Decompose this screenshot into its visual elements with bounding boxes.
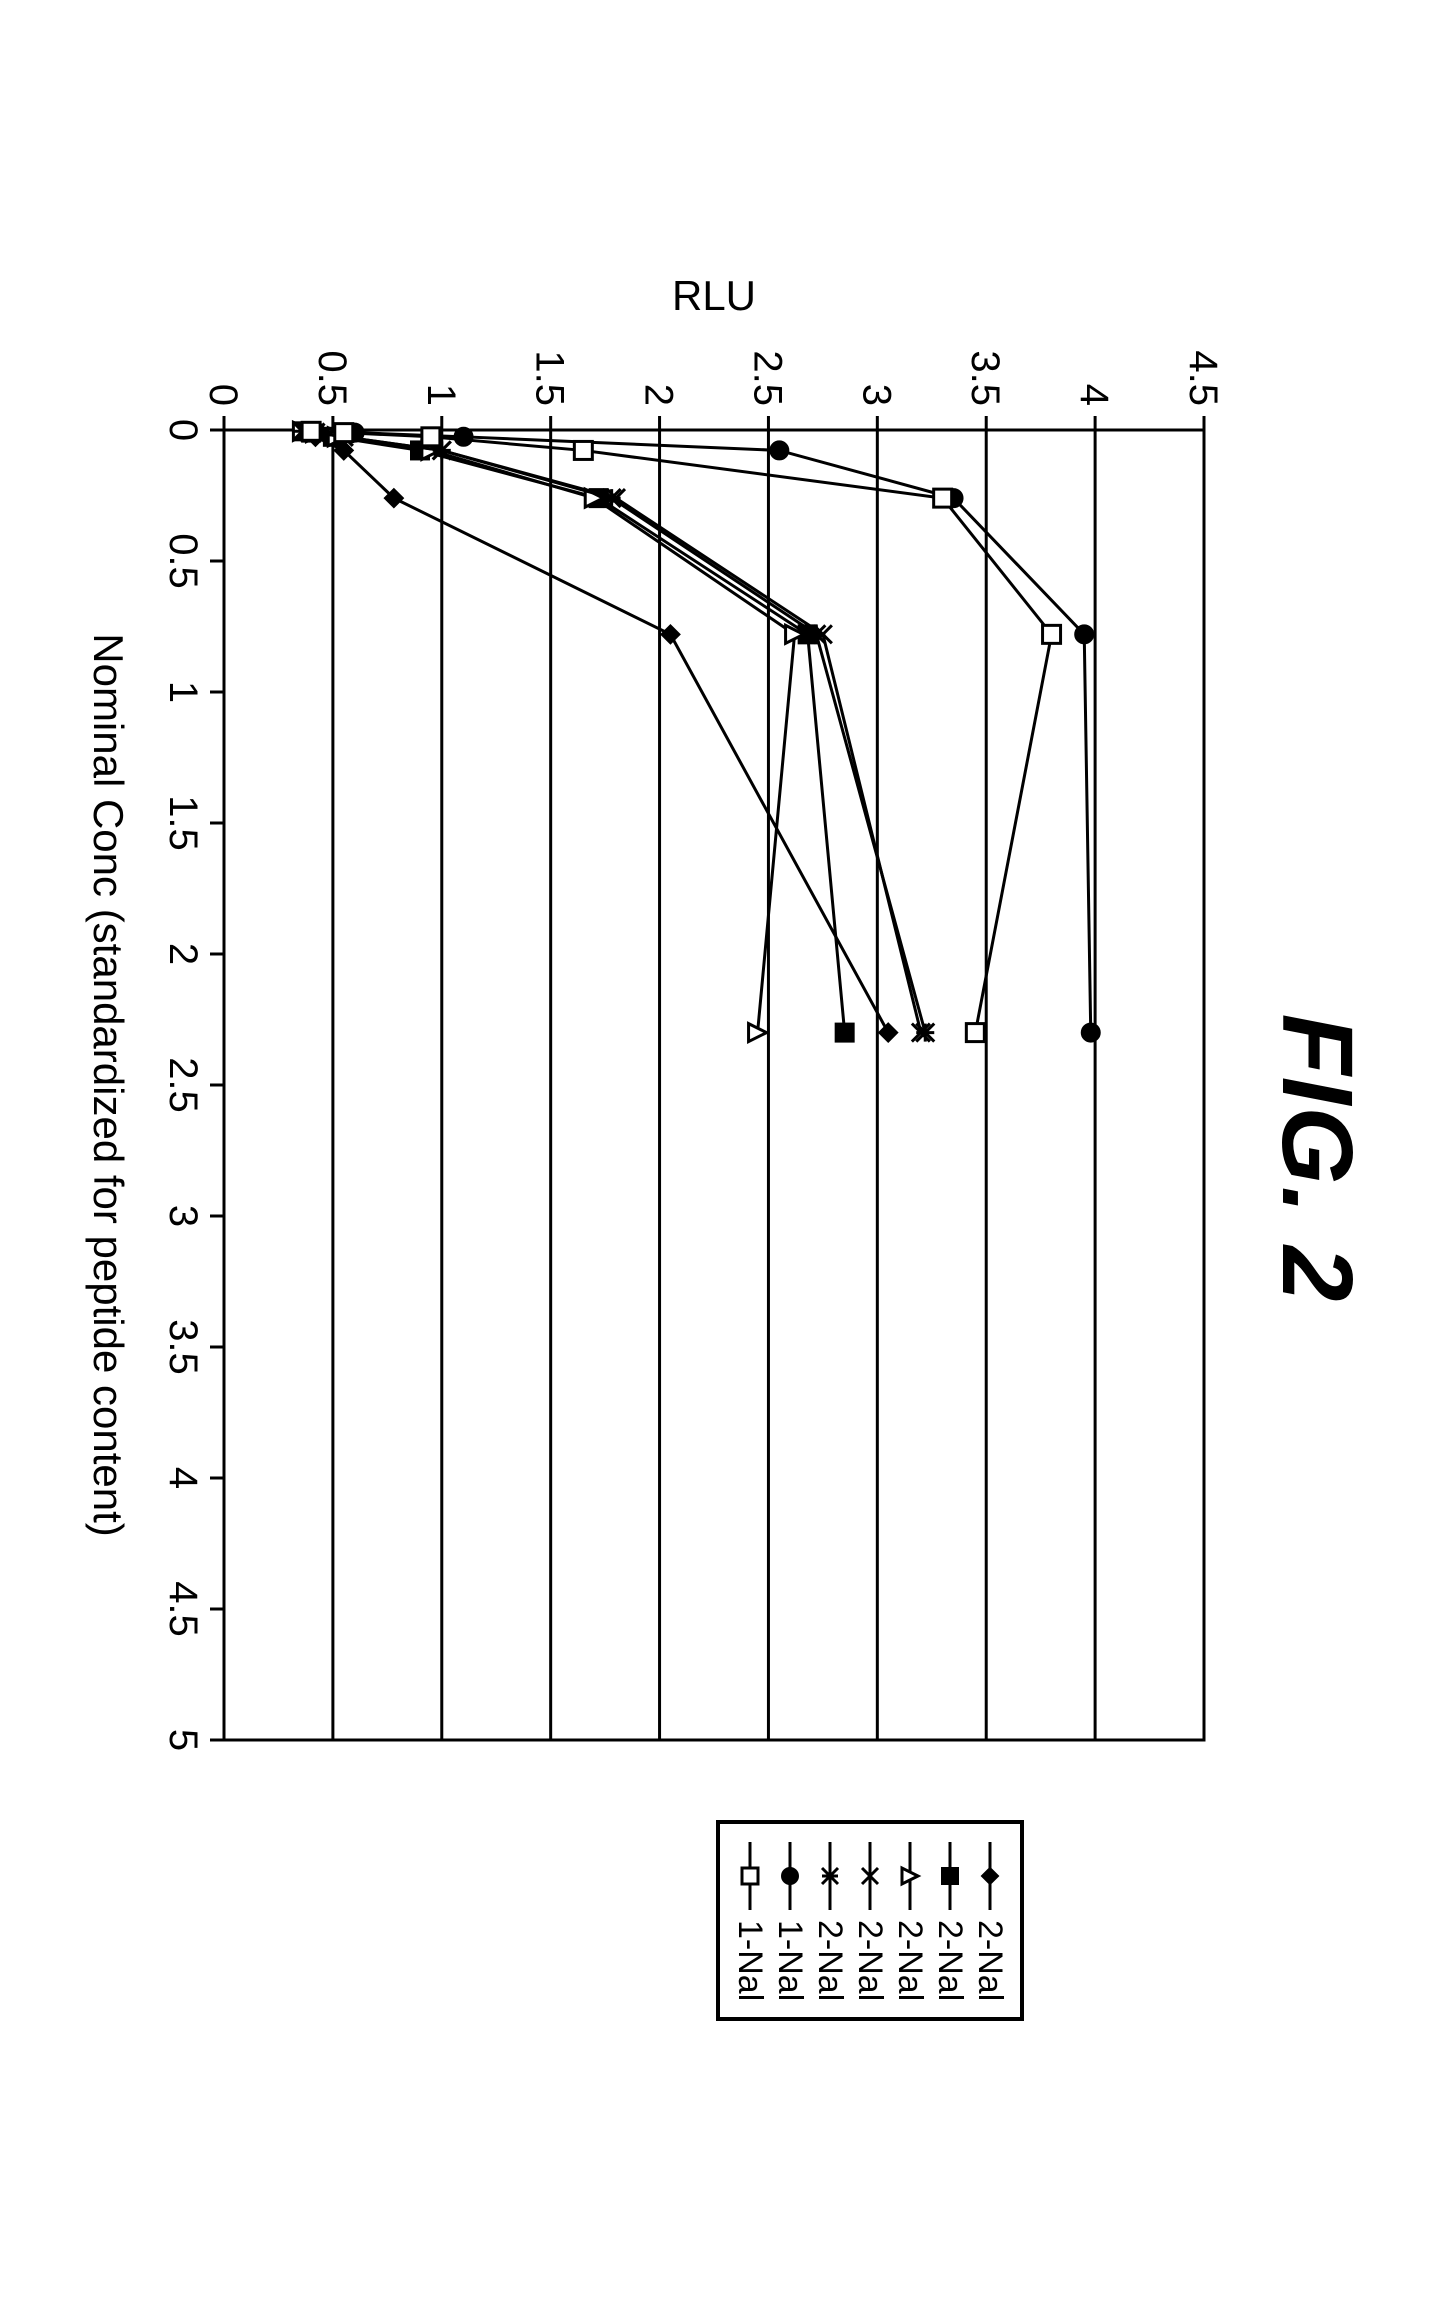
legend-item: 1-Nal [730, 1840, 770, 2001]
y-tick-label: 1 [419, 384, 463, 406]
y-axis: 0 0.5 1 1.5 2 2.5 3 3.5 4 4.5 [201, 350, 1225, 430]
legend-marker-icon [930, 1840, 970, 1912]
legend-marker-icon [970, 1840, 1010, 1912]
legend-item: 1-Nal [770, 1840, 810, 2001]
legend-label: 2-Nal [811, 1920, 850, 2001]
legend-label: 2-Nal [851, 1920, 890, 2001]
series-2-Nal-triangle [293, 422, 803, 1041]
y-tick-label: 0.5 [310, 350, 354, 406]
x-tick-label: 1.5 [161, 795, 205, 851]
series-2-Nal-x [293, 422, 929, 1041]
x-tick-label: 4 [161, 1467, 205, 1489]
legend-label: 2-Nal [931, 1920, 970, 2001]
legend-item: 2-Nal [890, 1840, 930, 2001]
y-tick-label: 4 [1072, 384, 1116, 406]
x-tick-label: 2.5 [161, 1057, 205, 1113]
legend-label: 2-Nal [971, 1920, 1010, 2001]
legend-item: 2-Nal [810, 1840, 850, 2001]
series-2-Nal-diamond [293, 422, 897, 1041]
legend-marker-icon [810, 1840, 850, 1912]
x-tick-label: 0 [161, 419, 205, 441]
y-tick-label: 3 [854, 384, 898, 406]
legend-marker-icon [770, 1840, 810, 1912]
legend-marker-icon [730, 1840, 770, 1912]
legend-label: 1-Nal [731, 1920, 770, 2001]
y-tick-label: 2 [637, 384, 681, 406]
legend: 2-Nal2-Nal2-Nal2-Nal2-Nal1-Nal1-Nal [716, 1820, 1024, 2021]
legend-marker-icon [890, 1840, 930, 1912]
x-tick-label: 3.5 [161, 1319, 205, 1375]
legend-item: 2-Nal [930, 1840, 970, 2001]
legend-marker-icon [850, 1840, 890, 1912]
legend-item: 2-Nal [970, 1840, 1010, 2001]
x-tick-label: 3 [161, 1205, 205, 1227]
y-tick-label: 1.5 [528, 350, 572, 406]
legend-label: 1-Nal [771, 1920, 810, 2001]
x-tick-label: 0.5 [161, 533, 205, 589]
y-tick-label: 2.5 [745, 350, 789, 406]
x-tick-label: 1 [161, 681, 205, 703]
y-tick-label: 4.5 [1181, 350, 1225, 406]
y-axis-label: RLU [672, 272, 756, 319]
y-tick-label: 0 [201, 384, 245, 406]
x-axis-label: Nominal Conc (standardized for peptide c… [85, 633, 132, 1537]
legend-item: 2-Nal [850, 1840, 890, 2001]
series-1-Nal-open-square [302, 422, 1060, 1041]
x-tick-label: 4.5 [161, 1581, 205, 1637]
x-axis: 0 0.5 1 1.5 2 2.5 3 3.5 4 4.5 5 [161, 419, 224, 1751]
y-tick-label: 3.5 [963, 350, 1007, 406]
legend-label: 2-Nal [891, 1920, 930, 2001]
x-tick-label: 2 [161, 943, 205, 965]
x-tick-label: 5 [161, 1729, 205, 1751]
